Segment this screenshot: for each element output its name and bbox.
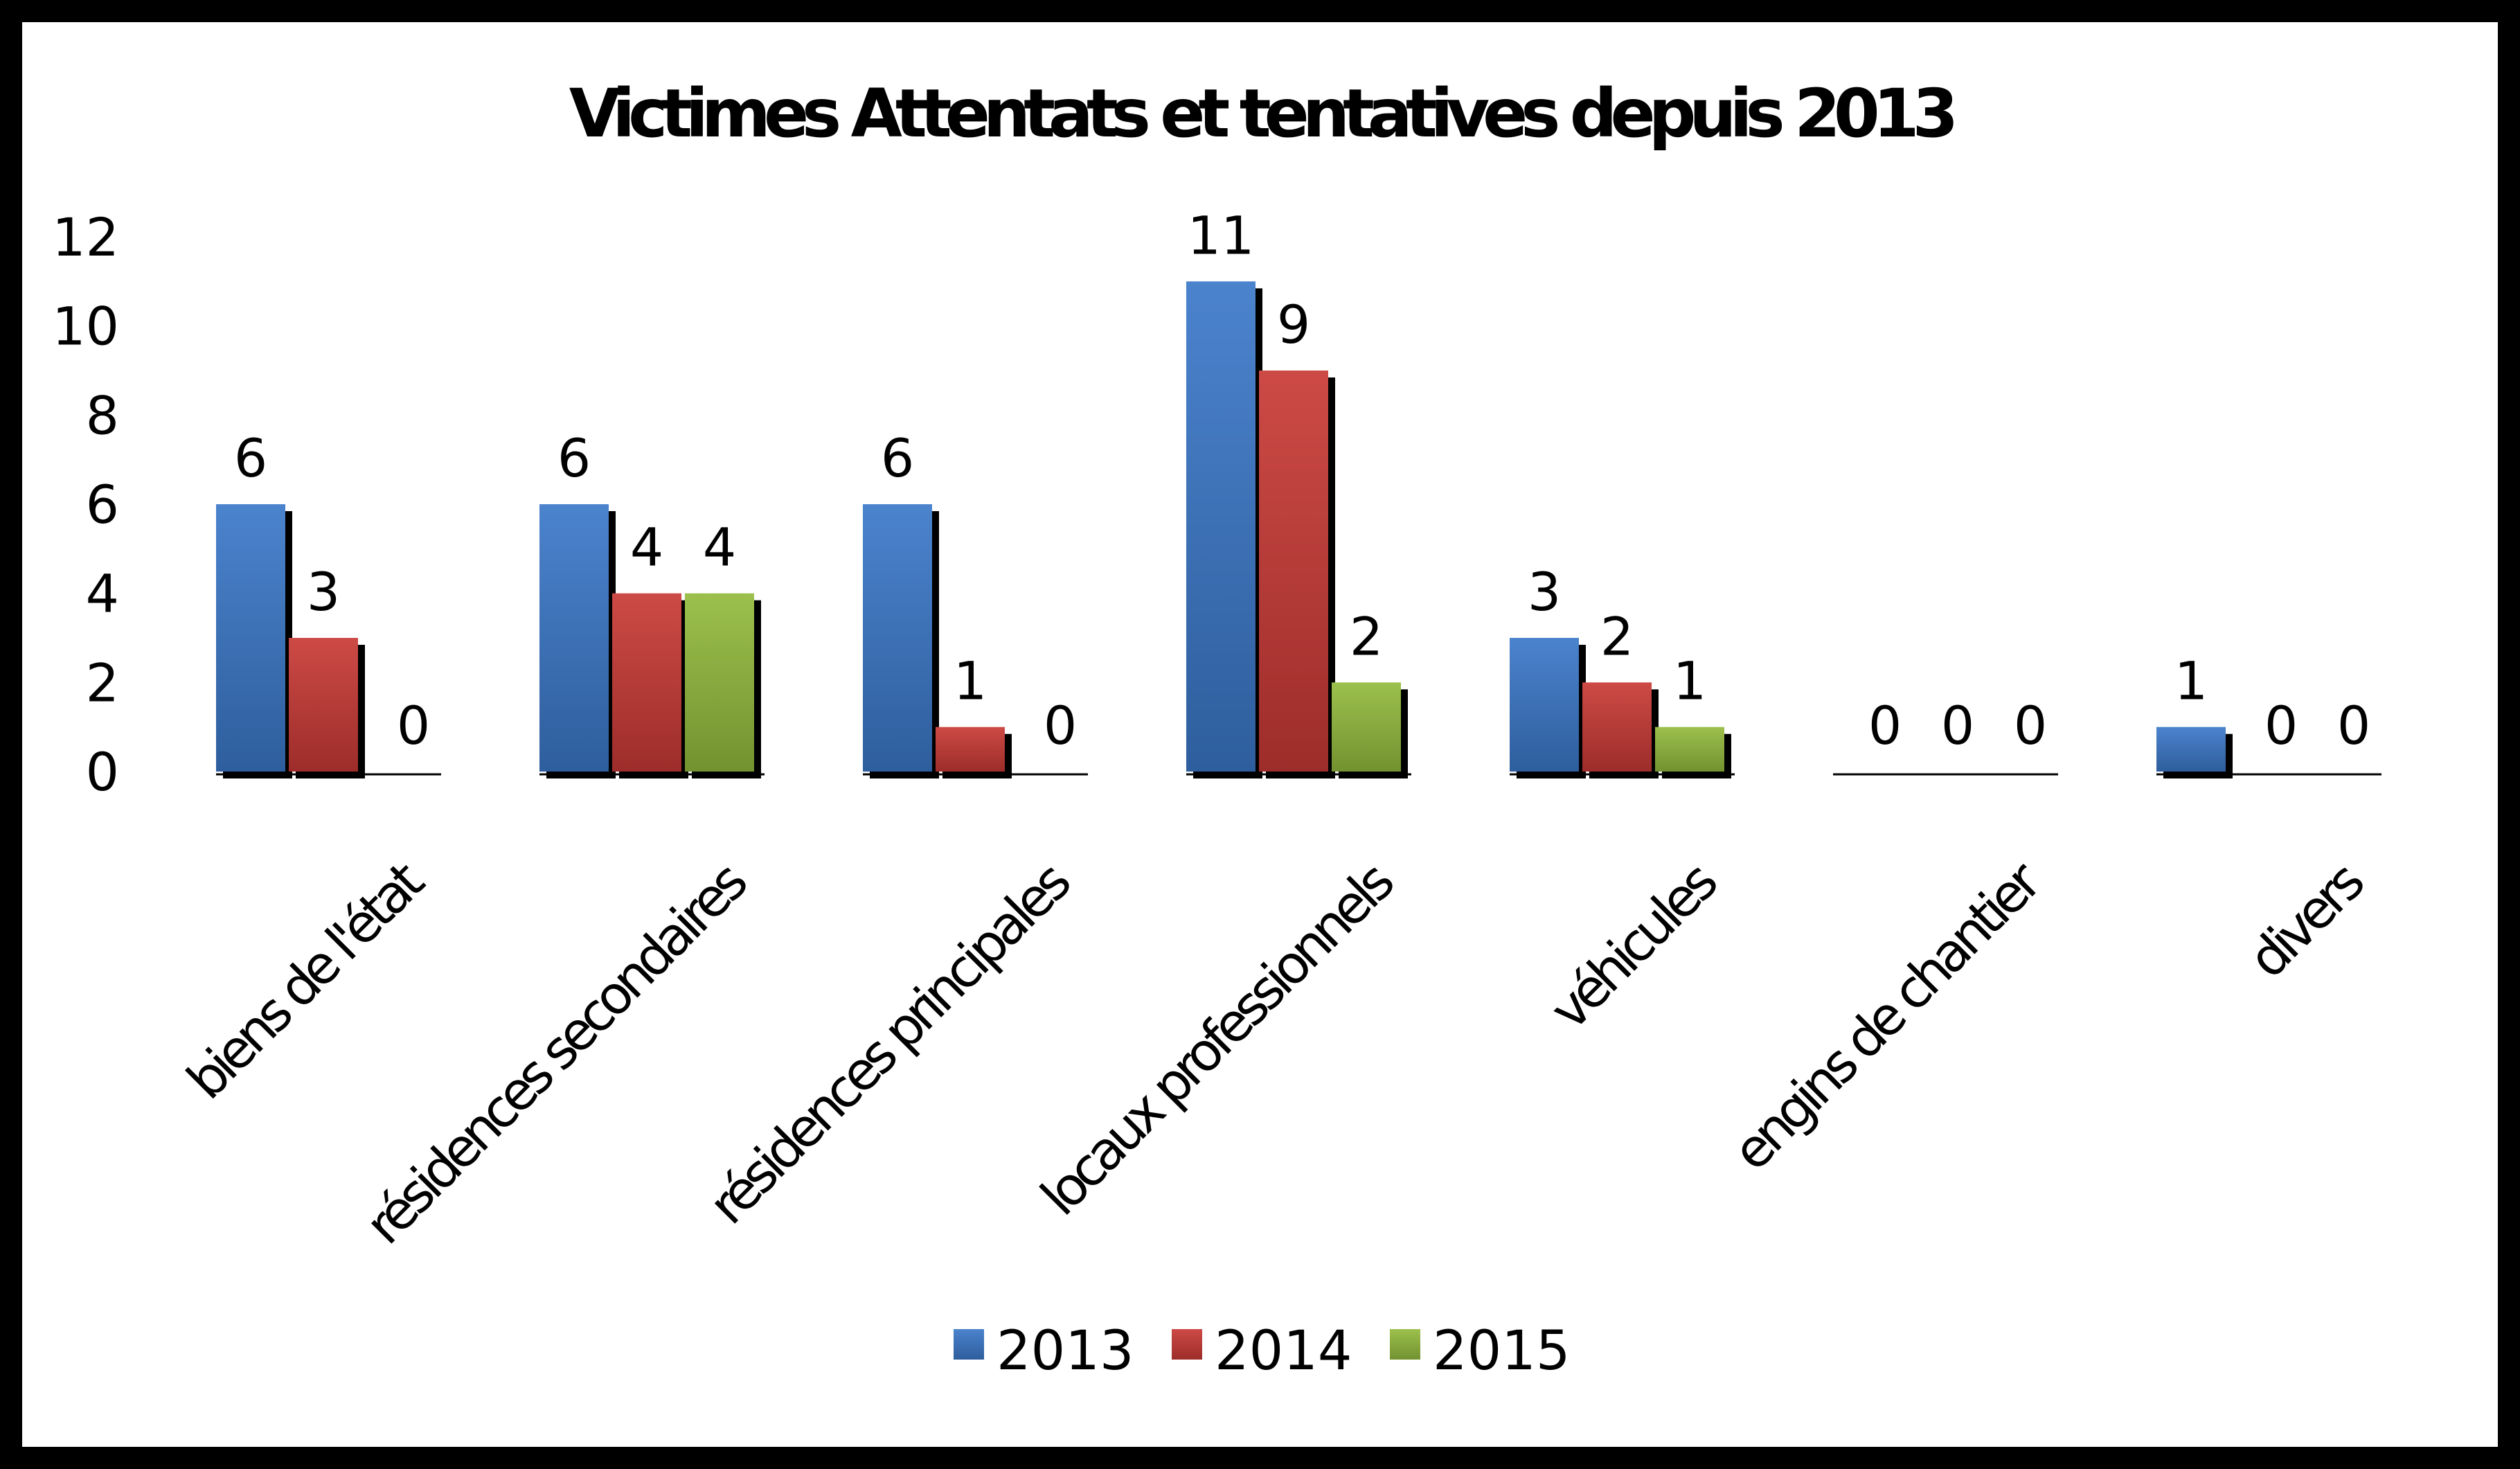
bar-chart: Victimes Attentats et tentatives depuis … bbox=[52, 75, 2382, 1382]
x-tick-label: résidences principales bbox=[697, 851, 1081, 1236]
legend-swatch-2015 bbox=[1390, 1329, 1420, 1360]
x-tick-label: engins de chantier bbox=[1721, 849, 2054, 1182]
x-tick-label: locaux professionnels bbox=[1029, 851, 1404, 1227]
bar-2013 bbox=[2156, 727, 2226, 772]
bar-2015 bbox=[1655, 727, 1724, 772]
bar-2015 bbox=[1332, 682, 1401, 772]
data-label: 6 bbox=[881, 427, 914, 489]
data-label: 11 bbox=[1188, 204, 1255, 266]
chart-title: Victimes Attentats et tentatives depuis … bbox=[569, 75, 1954, 152]
data-label: 4 bbox=[703, 517, 736, 578]
bar-2014 bbox=[936, 727, 1005, 772]
data-label: 9 bbox=[1277, 294, 1310, 355]
data-label: 0 bbox=[1941, 695, 1974, 756]
x-tick-label: biens de l'état bbox=[175, 851, 436, 1111]
data-label: 1 bbox=[1673, 650, 1706, 712]
bar-2014 bbox=[1259, 371, 1328, 772]
y-tick-label: 10 bbox=[52, 296, 119, 357]
y-tick-label: 2 bbox=[86, 652, 119, 713]
bar-2015 bbox=[685, 593, 754, 772]
legend-swatch-2013 bbox=[954, 1329, 984, 1360]
data-label: 0 bbox=[2014, 695, 2047, 756]
x-tick-label: véhicules bbox=[1538, 851, 1728, 1041]
data-label: 3 bbox=[307, 561, 340, 623]
bar-2014 bbox=[1582, 682, 1652, 772]
bar-2013 bbox=[1510, 638, 1579, 772]
legend-label: 2013 bbox=[997, 1320, 1134, 1382]
legend: 2013 2014 2015 bbox=[954, 1320, 1571, 1382]
data-label: 0 bbox=[2264, 695, 2298, 756]
y-tick-label: 0 bbox=[86, 741, 119, 803]
data-label: 2 bbox=[1350, 605, 1383, 667]
data-label: 1 bbox=[954, 650, 987, 712]
legend-swatch-2014 bbox=[1172, 1329, 1202, 1360]
bars bbox=[216, 281, 2382, 778]
bar-2013 bbox=[216, 504, 285, 772]
data-label: 1 bbox=[2174, 650, 2208, 712]
bar-2014 bbox=[612, 593, 681, 772]
data-label: 6 bbox=[234, 427, 267, 489]
data-label: 3 bbox=[1528, 561, 1561, 623]
data-label: 0 bbox=[1868, 695, 1902, 756]
data-label: 6 bbox=[557, 427, 591, 489]
legend-label: 2015 bbox=[1433, 1320, 1571, 1382]
data-label: 0 bbox=[1044, 695, 1077, 756]
data-label: 4 bbox=[630, 517, 663, 578]
data-label: 2 bbox=[1600, 605, 1634, 667]
data-label: 0 bbox=[397, 695, 430, 756]
bar-2013 bbox=[539, 504, 609, 772]
legend-label: 2014 bbox=[1215, 1320, 1352, 1382]
y-tick-label: 4 bbox=[86, 563, 119, 625]
data-label: 0 bbox=[2337, 695, 2370, 756]
bar-2014 bbox=[289, 638, 358, 772]
y-tick-label: 12 bbox=[52, 206, 119, 268]
y-tick-label: 6 bbox=[86, 474, 119, 535]
y-tick-label: 8 bbox=[86, 384, 119, 446]
y-axis: 0 2 4 6 8 10 12 bbox=[52, 206, 119, 803]
chart-frame: Victimes Attentats et tentatives depuis … bbox=[22, 22, 2498, 1447]
bar-2013 bbox=[863, 504, 932, 772]
x-tick-label: divers bbox=[2236, 851, 2375, 990]
bar-2013 bbox=[1186, 281, 1255, 772]
